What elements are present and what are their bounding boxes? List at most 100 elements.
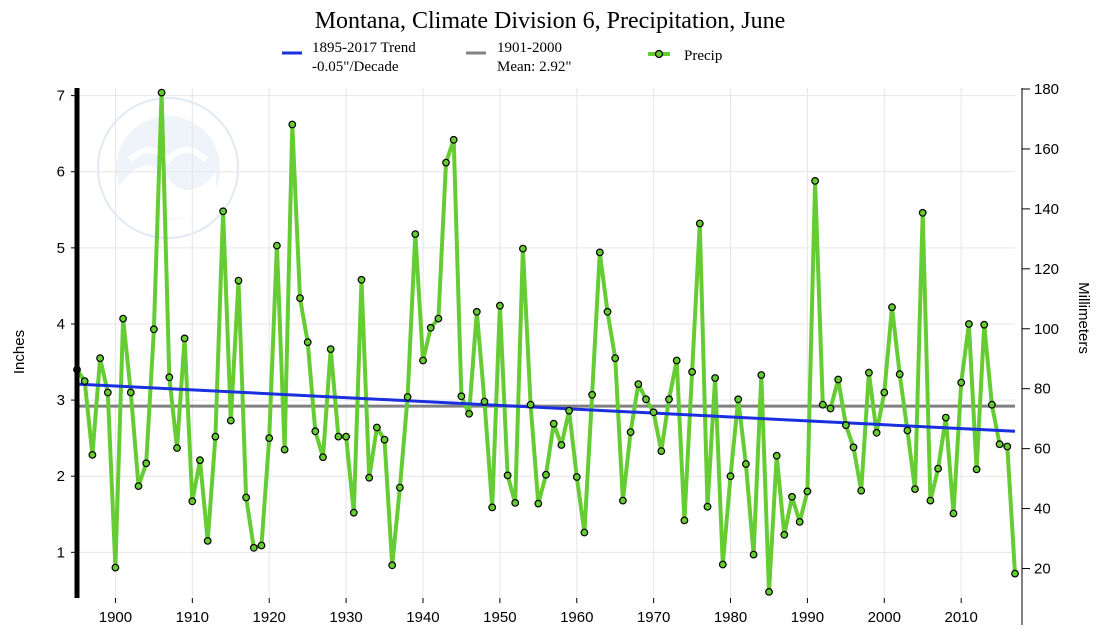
y-right-tick-label-180: 180 [1034,81,1059,98]
precip-point-1956 [542,470,550,479]
precip-point-1955 [534,499,543,508]
x-tick-label-1930: 1930 [329,609,362,626]
y-tick-label-1: 1 [57,544,65,561]
precip-point-1959 [565,406,573,415]
precip-point-2014 [988,400,996,409]
legend-trend-label-2: -0.05"/Decade [312,59,399,75]
precip-point-1930 [342,432,351,441]
y-axis-right-ticks: 20 40 60 80 100 120 140 160 180 [1022,81,1059,578]
x-tick-label-1920: 1920 [253,609,286,626]
precip-points [73,88,1019,596]
grid-lines [77,88,1015,598]
precip-point-1984 [757,371,766,379]
precip-point-1963 [595,248,604,257]
precip-point-1918 [249,543,258,552]
precip-point-1922 [280,445,289,454]
precip-point-1948 [480,397,489,406]
precip-point-1966 [619,496,627,505]
precip-point-1999 [872,428,881,437]
precip-point-1919 [257,541,266,550]
precip-point-1928 [326,345,335,354]
y-axis-right-title: Millimeters [1075,282,1092,354]
precip-point-1971 [657,447,666,456]
precip-point-2003 [903,426,912,435]
precip-point-1951 [503,471,512,480]
precip-point-1909 [180,334,189,343]
precip-point-1986 [772,451,781,460]
y-tick-label-6: 6 [57,164,65,181]
precip-point-1950 [496,301,504,310]
precip-point-1910 [188,497,197,506]
legend-trend-label-1: 1895-2017 Trend [312,40,416,56]
precip-point-1953 [519,244,527,253]
precip-point-1954 [526,400,535,409]
precip-point-1976 [695,219,704,228]
legend-precip-marker [654,49,664,59]
precip-point-1942 [434,314,443,323]
precip-point-1900 [111,563,120,572]
x-tick-label-1950: 1950 [483,609,516,626]
precip-point-2001 [888,303,896,312]
precip-point-1938 [403,393,412,401]
precip-point-1980 [726,472,735,481]
precip-point-1972 [665,395,673,404]
y-tick-label-4: 4 [57,316,65,333]
precip-point-1987 [780,530,789,539]
precip-point-1978 [711,374,719,382]
precip-point-1970 [649,408,658,417]
precip-point-1944 [449,135,458,144]
x-tick-label-1910: 1910 [176,609,209,626]
precip-point-1982 [742,460,750,468]
precip-point-1916 [234,276,243,285]
precip-point-1940 [419,356,427,365]
precip-point-1991 [811,176,819,185]
y-right-tick-label-20: 20 [1034,561,1051,578]
precip-point-1996 [849,443,858,452]
legend-mean-label-2: Mean: 2.92" [497,59,571,75]
precip-point-2008 [941,413,950,422]
precip-point-1921 [273,241,281,250]
precip-point-1997 [857,486,866,495]
precip-point-1994 [834,375,843,384]
precip-point-1974 [680,516,689,525]
precip-point-1952 [511,499,520,507]
y-right-tick-label-60: 60 [1034,441,1051,458]
x-axis-ticks: 1900 1910 1920 1930 1940 1950 1960 1970 1980 1990… [99,598,978,626]
x-tick-label-2010: 2010 [944,609,977,626]
precip-point-1957 [549,419,558,428]
precip-point-1977 [703,502,712,511]
precip-point-1937 [396,483,404,492]
x-tick-label-1990: 1990 [791,609,824,626]
precip-point-2011 [965,320,973,328]
precip-point-1913 [211,432,220,441]
precip-point-2015 [995,440,1004,449]
precip-point-1946 [465,409,474,418]
precip-point-1906 [157,88,166,97]
precip-point-2004 [911,485,919,494]
precip-point-1992 [818,400,827,409]
precip-point-1932 [357,275,366,284]
precip-point-2005 [918,208,927,217]
precip-point-1896 [80,377,89,386]
precip-point-1902 [126,388,135,397]
precip-point-1941 [426,323,435,332]
precip-point-1935 [380,435,389,444]
trend-line-layer [76,382,1016,433]
precip-point-2017 [1011,569,1019,578]
precip-point-2000 [880,388,889,397]
precip-point-1960 [572,473,581,481]
precip-point-1904 [142,459,151,468]
axes [74,88,1023,625]
precip-point-2006 [926,496,935,505]
legend: 1895-2017 Trend -0.05"/Decade 1901-2000 … [282,40,722,75]
precip-point-1898 [96,354,104,363]
precip-point-1988 [788,492,796,501]
precip-point-1903 [134,482,143,491]
precip-point-1973 [672,356,681,365]
precip-point-1945 [457,392,466,401]
x-tick-label-1940: 1940 [406,609,439,626]
precip-point-1933 [365,473,374,482]
precip-point-1924 [296,294,304,303]
